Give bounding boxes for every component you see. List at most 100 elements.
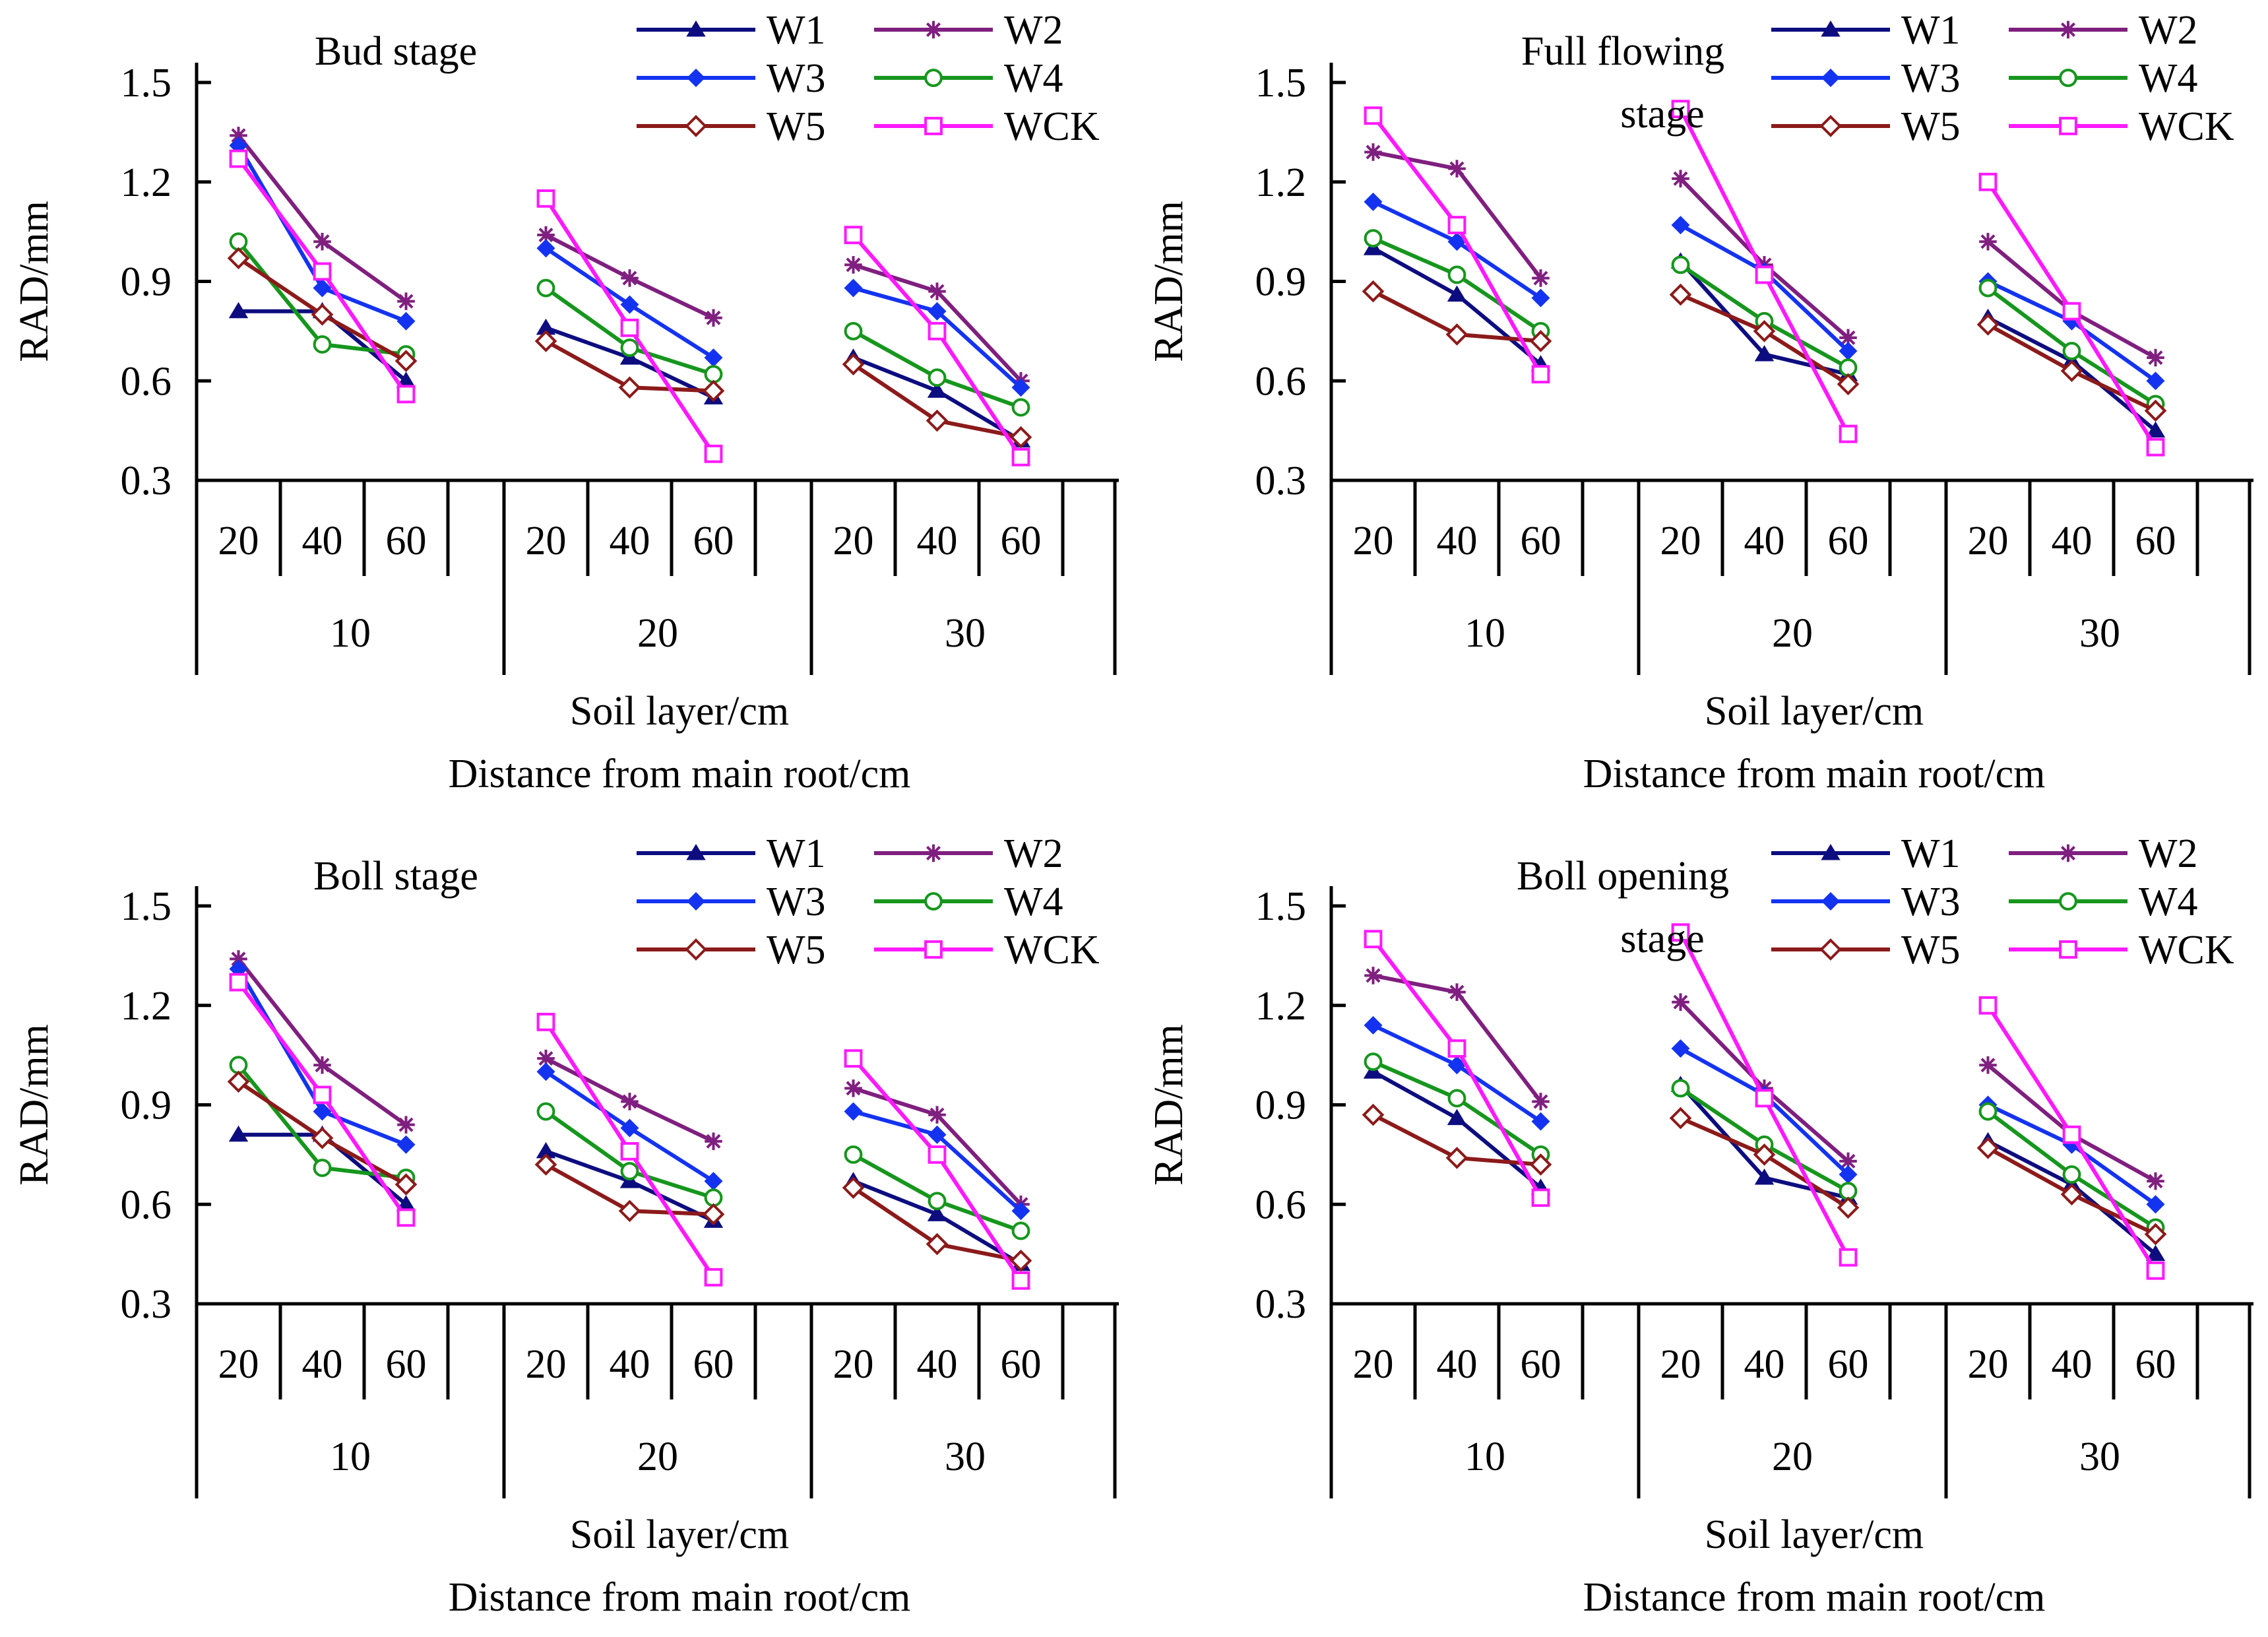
data-point-w3 bbox=[620, 1118, 639, 1138]
data-point-w2 bbox=[1448, 983, 1466, 1001]
data-point-w2 bbox=[397, 292, 415, 310]
data-point-w5 bbox=[1009, 1249, 1032, 1272]
data-point-wck bbox=[1364, 930, 1383, 949]
legend-marker bbox=[685, 938, 707, 961]
data-point-w5 bbox=[1529, 330, 1552, 352]
category-label: 20 bbox=[218, 1342, 259, 1387]
legend-marker bbox=[1821, 844, 1841, 860]
chart-title-line-2: stage bbox=[1620, 916, 1704, 961]
legend-marker bbox=[924, 20, 943, 39]
legend-label: W1 bbox=[1901, 831, 1961, 876]
data-point-w5 bbox=[311, 1126, 334, 1149]
category-label: 60 bbox=[693, 519, 734, 563]
data-point-w1 bbox=[2145, 1244, 2166, 1262]
data-point-w5 bbox=[1753, 1143, 1776, 1166]
category-label: 20 bbox=[1353, 1342, 1394, 1387]
category-label: 20 bbox=[1660, 519, 1701, 563]
y-tick-label: 1.2 bbox=[1255, 160, 1307, 205]
y-tick-label: 0.9 bbox=[121, 1083, 172, 1128]
data-point-w5 bbox=[534, 1153, 557, 1176]
legend-label: W1 bbox=[767, 831, 826, 876]
y-tick-label: 1.5 bbox=[121, 884, 172, 929]
y-axis-label: RAD/mm bbox=[1147, 1024, 1191, 1186]
data-point-w5 bbox=[311, 303, 334, 326]
data-point-w2 bbox=[844, 256, 862, 274]
data-point-wck bbox=[1531, 1188, 1550, 1207]
legend-item-w3: W3 bbox=[1771, 56, 1961, 101]
data-point-w5 bbox=[618, 376, 641, 399]
category-label: 20 bbox=[1968, 519, 2009, 563]
y-tick-label: 1.2 bbox=[121, 984, 172, 1029]
data-point-w2 bbox=[1364, 143, 1382, 161]
series-w5 bbox=[1362, 1103, 2167, 1246]
data-point-w1 bbox=[1447, 285, 1467, 302]
x-axis-label: Soil layer/cm bbox=[570, 1512, 789, 1557]
group-label: 20 bbox=[1772, 611, 1813, 656]
category-label: 60 bbox=[2135, 1342, 2176, 1387]
legend-marker bbox=[2059, 69, 2077, 87]
data-point-wck bbox=[704, 1268, 723, 1287]
legend-item-w1: W1 bbox=[1771, 831, 1961, 876]
category-label: 40 bbox=[2052, 1342, 2093, 1387]
data-point-w5 bbox=[534, 330, 557, 352]
group-label: 30 bbox=[945, 611, 986, 656]
data-point-w4 bbox=[928, 368, 947, 387]
series-line-w4 bbox=[1372, 236, 1542, 333]
legend-label: W4 bbox=[2139, 880, 2198, 924]
legend-marker bbox=[1821, 69, 1840, 87]
legend-marker bbox=[924, 844, 943, 862]
legend-label: W2 bbox=[1004, 8, 1063, 53]
data-point-wck bbox=[844, 226, 863, 245]
data-point-w4 bbox=[928, 1192, 947, 1211]
data-point-w5 bbox=[227, 1070, 250, 1093]
data-point-w2 bbox=[1532, 269, 1550, 287]
data-point-w2 bbox=[705, 1132, 722, 1151]
data-point-wck bbox=[1011, 1271, 1030, 1290]
data-point-wck bbox=[536, 1012, 555, 1031]
data-point-wck bbox=[1978, 996, 1998, 1015]
legend-item-w2: W2 bbox=[2009, 831, 2198, 876]
series-w5 bbox=[227, 1070, 1032, 1272]
data-point-w5 bbox=[394, 1173, 418, 1196]
data-point-wck bbox=[1671, 100, 1690, 119]
category-label: 60 bbox=[386, 519, 427, 563]
x-axis-label-secondary: Distance from main root/cm bbox=[449, 1575, 911, 1620]
legend-item-w1: W1 bbox=[637, 831, 826, 876]
data-point-w4 bbox=[1011, 1221, 1030, 1240]
data-point-w4 bbox=[313, 1159, 332, 1177]
data-point-wck bbox=[313, 262, 332, 281]
data-point-wck bbox=[928, 1145, 947, 1164]
chart-title: Bud stage bbox=[315, 29, 477, 74]
legend-item-w4: W4 bbox=[874, 56, 1063, 101]
legend-item-w3: W3 bbox=[637, 56, 826, 101]
data-point-w2 bbox=[1672, 993, 1689, 1011]
data-point-w2 bbox=[621, 1093, 639, 1110]
data-point-w4 bbox=[1978, 1102, 1998, 1121]
legend-marker bbox=[685, 115, 707, 137]
data-point-wck bbox=[1978, 172, 1998, 191]
x-axis-label: Soil layer/cm bbox=[1705, 689, 1924, 734]
legend-marker bbox=[2059, 117, 2077, 135]
data-point-w5 bbox=[618, 1200, 641, 1223]
group-label: 30 bbox=[945, 1434, 986, 1479]
data-point-w2 bbox=[1979, 1056, 1997, 1074]
legend-item-w2: W2 bbox=[2009, 8, 2198, 53]
category-label: 60 bbox=[1521, 1342, 1561, 1387]
legend-item-w1: W1 bbox=[637, 8, 826, 53]
legend-item-w3: W3 bbox=[637, 880, 826, 924]
data-point-w1 bbox=[1447, 1108, 1467, 1126]
series-wck bbox=[1364, 100, 2165, 457]
legend-item-wck: WCK bbox=[874, 928, 1100, 973]
data-point-w3 bbox=[844, 278, 863, 298]
legend-marker bbox=[924, 69, 943, 87]
data-point-wck bbox=[1755, 1089, 1774, 1108]
data-point-w5 bbox=[1009, 426, 1032, 449]
category-label: 60 bbox=[1828, 1342, 1869, 1387]
category-label: 60 bbox=[1001, 519, 1042, 563]
data-point-w2 bbox=[2147, 1172, 2164, 1190]
category-label: 40 bbox=[1744, 519, 1785, 563]
data-point-w3 bbox=[2146, 1195, 2165, 1214]
data-point-w2 bbox=[397, 1116, 415, 1134]
data-point-w5 bbox=[1445, 1147, 1468, 1169]
legend-label: W4 bbox=[2139, 56, 2198, 101]
